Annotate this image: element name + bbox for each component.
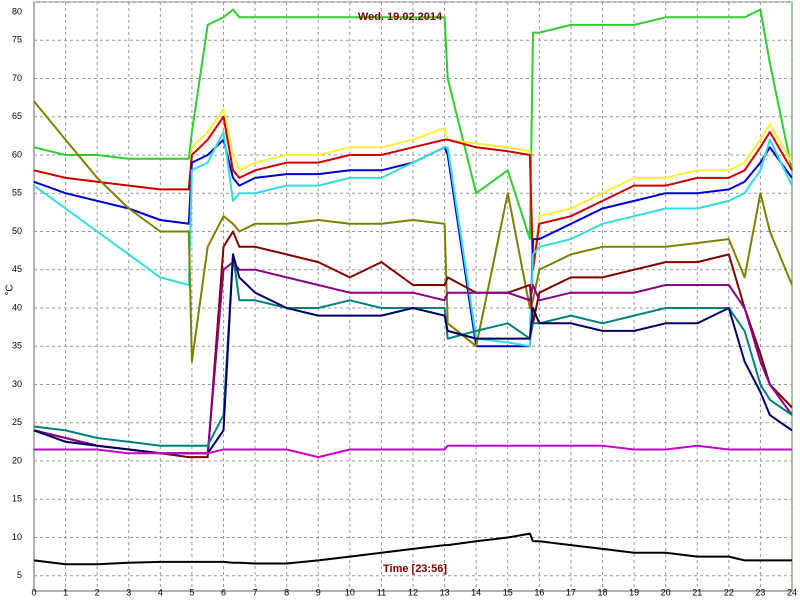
y-tick-label: 45: [12, 264, 22, 274]
x-tick-label: 11: [377, 587, 386, 597]
x-tick-label: 20: [661, 587, 671, 597]
y-tick-label: 40: [12, 302, 22, 312]
y-tick-label: 55: [12, 188, 22, 198]
x-tick-label: 3: [126, 587, 131, 597]
y-tick-label: 35: [12, 341, 22, 351]
series-line: [33, 230, 793, 459]
y-tick-label: 5: [17, 570, 22, 580]
series-line: [33, 115, 793, 271]
y-tick-label: 20: [12, 455, 22, 465]
y-tick-label: 25: [12, 417, 22, 427]
x-tick-label: 10: [345, 587, 355, 597]
x-tick-label: 14: [471, 587, 481, 597]
series-line: [33, 532, 792, 566]
x-tick-label: 8: [284, 587, 289, 597]
y-tick-label: 50: [12, 226, 22, 236]
y-tick-label: 60: [12, 149, 22, 159]
x-tick-label: 9: [316, 587, 321, 597]
y-tick-label: 75: [12, 35, 22, 45]
x-tick-label: 15: [503, 587, 513, 597]
y-tick-label: 65: [12, 111, 22, 121]
series-line: [33, 131, 793, 348]
x-tick-label: 5: [189, 587, 194, 597]
series-line: [33, 253, 793, 447]
y-tick-label: 70: [12, 73, 22, 83]
x-axis-label: Time [23:56]: [383, 563, 447, 575]
x-tick-label: 17: [566, 587, 576, 597]
x-tick-label: 16: [534, 587, 544, 597]
y-tick-label: 10: [12, 532, 22, 542]
x-tick-label: 22: [724, 587, 734, 597]
x-tick-label: 13: [440, 587, 450, 597]
x-tick-label: 2: [95, 587, 100, 597]
x-tick-label: 1: [63, 587, 68, 597]
series-line: [33, 100, 793, 363]
series-line: [34, 444, 792, 459]
x-tick-label: 23: [755, 587, 765, 597]
lines: [33, 8, 793, 566]
x-tick-label: 21: [692, 587, 702, 597]
x-tick-label: 6: [221, 587, 226, 597]
x-tick-label: 12: [408, 587, 418, 597]
x-tick-label: 0: [31, 587, 36, 597]
x-tick-label: 7: [253, 587, 258, 597]
y-tick-label: 80: [12, 6, 22, 16]
series-line: [33, 8, 793, 241]
y-tick-label: 15: [12, 494, 22, 504]
x-tick-label: 24: [787, 587, 797, 597]
chart-title: Wed. 19.02.2014: [358, 11, 443, 23]
y-tick-label: 30: [12, 379, 22, 389]
grid: [34, 1, 792, 591]
x-tick-label: 4: [158, 587, 163, 597]
x-tick-label: 19: [629, 587, 639, 597]
x-tick-label: 18: [597, 587, 607, 597]
y-axis-label: °C: [5, 284, 16, 295]
